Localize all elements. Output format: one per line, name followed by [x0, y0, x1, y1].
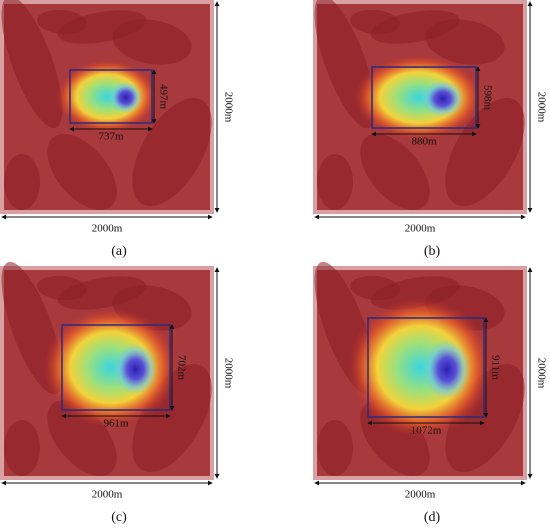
domain-width-label: 2000m [92, 489, 123, 501]
panel-label: (a) [111, 244, 127, 259]
fracture [1, 0, 63, 129]
domain-height-label: 2000m [222, 92, 234, 123]
heat-zone [348, 298, 493, 437]
box-height-label: 911m [489, 355, 501, 380]
fracture [445, 97, 525, 207]
domain-width-label: 2000m [92, 223, 123, 235]
domain-height-label: 2000m [535, 92, 547, 123]
box-width-label: 737m [98, 131, 124, 143]
heat-zone [56, 59, 158, 134]
domain-height-label: 2000m [222, 358, 234, 389]
panel: 1072m 911m 2000m 2000m (d) [313, 261, 547, 525]
fracture [37, 275, 87, 301]
cold-spot [421, 80, 464, 118]
heat-zone [43, 308, 178, 427]
box-height-label: 702m [175, 355, 187, 381]
fracture [350, 275, 400, 301]
fracture [350, 9, 400, 35]
cold-spot [109, 81, 143, 114]
box-height-label: 497m [157, 84, 169, 110]
panel: 737m 497m 2000m 2000m (a) [0, 0, 234, 259]
fracture [317, 420, 353, 476]
panel: 880m 598m 2000m 2000m (b) [313, 0, 547, 259]
fracture [445, 363, 525, 473]
domain-width-label: 2000m [405, 223, 436, 235]
heat-zone [354, 54, 484, 141]
cold-spot [423, 339, 471, 400]
fracture [47, 399, 117, 477]
fracture [37, 9, 87, 35]
fracture [132, 363, 212, 473]
domain-width-label: 2000m [405, 489, 436, 501]
panel-label: (b) [424, 244, 441, 259]
panel: 961m 702m 2000m 2000m (c) [0, 261, 234, 525]
fracture [47, 133, 117, 211]
cold-spot [113, 343, 158, 395]
fracture [4, 154, 40, 210]
panel-label: (c) [111, 510, 127, 525]
box-width-label: 1072m [411, 425, 442, 437]
box-width-label: 880m [411, 136, 437, 148]
domain-height-label: 2000m [535, 358, 547, 389]
box-height-label: 598m [481, 85, 493, 111]
fracture [360, 133, 430, 211]
fracture [4, 420, 40, 476]
fracture [132, 97, 212, 207]
panel-label: (d) [424, 510, 441, 525]
fracture [317, 154, 353, 210]
box-width-label: 961m [103, 418, 129, 430]
